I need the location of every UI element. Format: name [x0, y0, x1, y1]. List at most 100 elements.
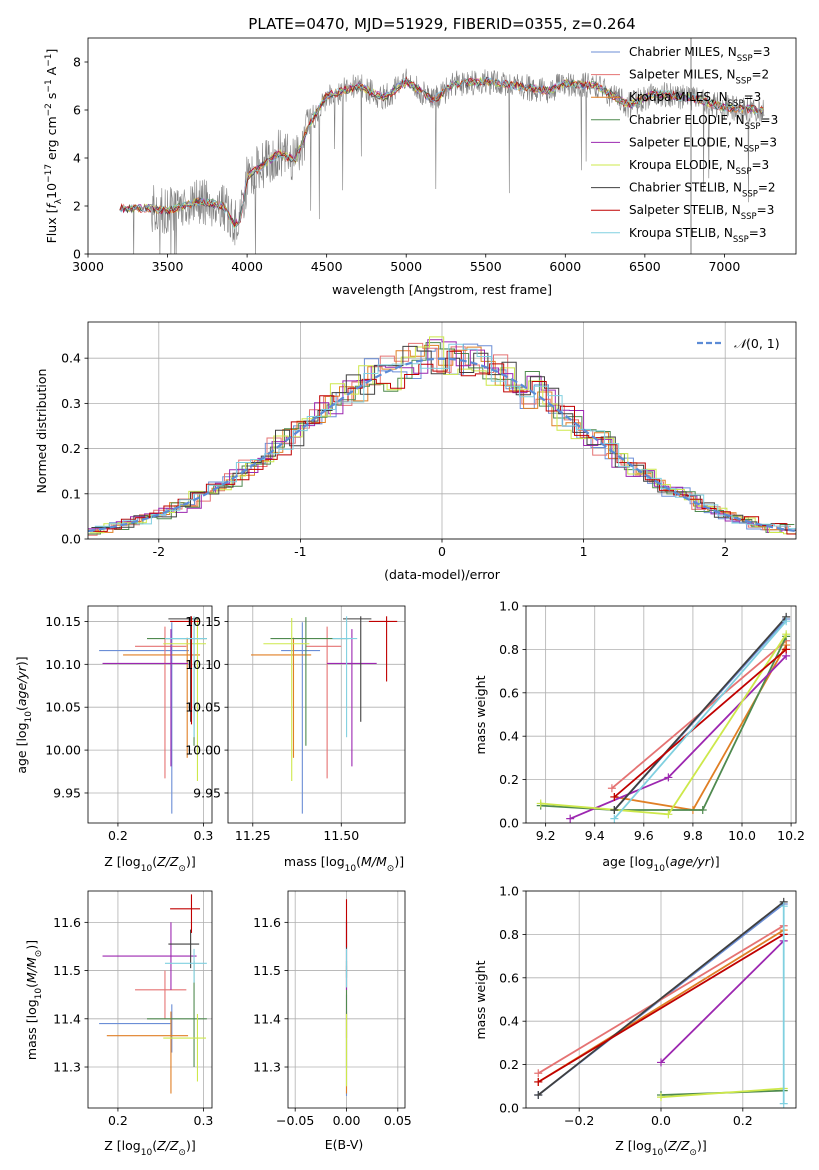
figure-title: PLATE=0470, MJD=51929, FIBERID=0355, z=0… — [248, 15, 635, 33]
x-tick-label: 3000 — [72, 259, 104, 274]
error-point — [163, 1013, 207, 1082]
y-tick-label: 1.0 — [499, 884, 519, 899]
axes-frame — [87, 890, 213, 1109]
series-marker — [782, 645, 791, 654]
plot-area — [99, 894, 207, 1094]
histogram-step — [89, 336, 796, 535]
x-tick-label: 2 — [721, 544, 729, 559]
y-tick-label: 1.0 — [499, 599, 519, 614]
x-tick-label: 11.25 — [235, 828, 271, 843]
y-tick-label: 0.4 — [499, 729, 519, 744]
x-tick-label: 10.2 — [777, 828, 805, 843]
x-tick-label: 5000 — [390, 259, 422, 274]
y-tick-label: 10.15 — [45, 614, 81, 629]
normal-curve — [88, 357, 796, 533]
x-axis-label: Z [log10(Z/Z⊙)] — [615, 1138, 706, 1158]
x-axis-label: mass [log10(M/M⊙)] — [284, 854, 404, 874]
legend-label: Kroupa MILES, NSSP=3 — [629, 90, 761, 109]
spectrum-panel: 3000 3500 4000 4500 5000 5500 6000 6500 7000 0 2 4 6… — [44, 37, 797, 297]
y-tick-label: 0.8 — [499, 642, 519, 657]
x-tick-label: 6500 — [629, 259, 661, 274]
error-point — [164, 948, 207, 983]
histogram-step — [93, 350, 796, 535]
series-line — [537, 933, 785, 1083]
y-tick-label: 4 — [73, 151, 81, 166]
y-tick-label: 0.0 — [61, 532, 81, 547]
y-tick-label: 11.5 — [53, 963, 81, 978]
x-tick-label: 3500 — [152, 259, 184, 274]
series-marker — [610, 805, 619, 814]
error-point — [99, 1004, 173, 1053]
y-tick-label: 9.95 — [53, 785, 81, 800]
x-tick-label: 0.2 — [108, 828, 128, 843]
histogram-step — [94, 343, 796, 530]
series-marker — [782, 617, 791, 626]
y-tick-label: 11.5 — [253, 963, 281, 978]
plot-area — [88, 336, 796, 536]
x-tick-label: -2 — [153, 544, 165, 559]
axes-frame — [227, 605, 406, 824]
x-tick-label: 7000 — [708, 259, 740, 274]
y-tick-label: 10.00 — [185, 743, 221, 758]
legend-label: Salpeter ELODIE, NSSP=3 — [629, 135, 777, 154]
y-tick-label: 0.1 — [61, 486, 81, 501]
y-tick-label: 0.4 — [499, 1014, 519, 1029]
x-tick-label: 9.6 — [634, 828, 654, 843]
y-axis-label: Flux [fλ10−17 erg cm−2 s−1 A−1] — [44, 49, 64, 244]
error-point — [368, 616, 398, 682]
weight-series — [610, 645, 791, 801]
series-marker — [779, 902, 788, 911]
y-tick-label: 10.05 — [185, 700, 221, 715]
series-marker — [779, 1099, 788, 1108]
x-tick-label: 0.3 — [194, 1113, 214, 1128]
x-tick-label: 6000 — [549, 259, 581, 274]
x-tick-label: 0.2 — [108, 1113, 128, 1128]
error-point — [305, 626, 342, 779]
legend-label: Salpeter MILES, NSSP=2 — [629, 68, 769, 87]
legend: Chabrier MILES, NSSP=3 Salpeter MILES, NS… — [591, 45, 778, 245]
error-point — [327, 629, 377, 767]
plot-area — [99, 616, 207, 814]
x-tick-label: 0.3 — [194, 828, 214, 843]
x-tick-label: 0.0 — [651, 1113, 671, 1128]
weight-series — [657, 1084, 788, 1102]
y-tick-label: 8 — [73, 55, 81, 70]
error-point — [281, 622, 321, 814]
series-marker — [610, 814, 619, 823]
y-axis-label: Normed distribution — [34, 369, 49, 494]
weight-series — [566, 651, 791, 823]
series-marker — [657, 1093, 665, 1102]
axes-frame — [525, 890, 797, 1109]
y-axis-label: mass weight — [473, 960, 488, 1039]
x-tick-label: -1 — [294, 544, 306, 559]
error-point — [135, 970, 187, 1019]
y-tick-label: 11.4 — [253, 1011, 281, 1026]
weight-series — [610, 612, 791, 814]
weight-vs-age-panel: 9.2 9.4 9.6 9.8 10.0 10.2 0.0 0.2 0.4 0.6 0.8 1.0 ag… — [473, 599, 805, 875]
y-tick-label: 10.05 — [45, 700, 81, 715]
axes-frame — [525, 605, 797, 824]
x-axis-label: Z [log10(Z/Z⊙)] — [104, 854, 195, 874]
error-point — [343, 616, 372, 722]
legend-label: Salpeter STELIB, NSSP=3 — [629, 203, 774, 222]
series-marker — [664, 773, 673, 782]
axes-frame — [87, 321, 797, 540]
axes-frame — [87, 605, 213, 824]
x-tick-label: 10.0 — [728, 828, 756, 843]
x-tick-label: 9.8 — [683, 828, 703, 843]
x-tick-label: 11.50 — [323, 828, 359, 843]
age-vs-metallicity-panel: 0.2 0.3 9.95 10.00 10.05 10.10 10.15 Z [log10(Z… — [14, 605, 214, 874]
legend-label: Chabrier STELIB, NSSP=2 — [629, 181, 776, 200]
y-tick-label: 0 — [73, 247, 81, 262]
series-line — [614, 644, 787, 811]
age-vs-mass-grid — [228, 606, 405, 823]
y-tick-label: 6 — [73, 103, 81, 118]
series-line — [660, 1087, 784, 1099]
y-tick-label: 0.8 — [499, 927, 519, 942]
x-tick-label: 0.05 — [384, 1113, 412, 1128]
error-point — [123, 637, 201, 758]
series-marker — [657, 1058, 665, 1067]
error-point — [163, 618, 207, 781]
mass-vs-z-grid — [88, 891, 212, 1108]
